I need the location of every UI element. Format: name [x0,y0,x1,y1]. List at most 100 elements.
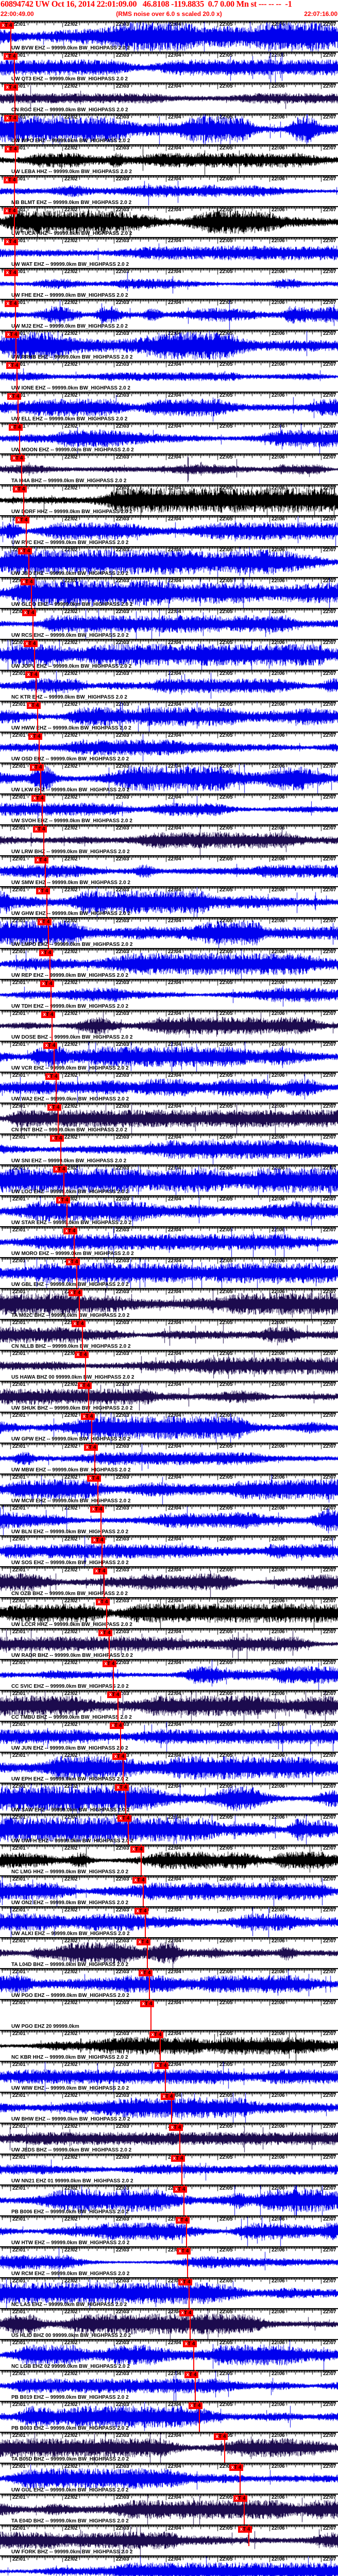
pick-marker-flag[interactable]: xT 4 [27,702,41,709]
pick-marker-flag[interactable]: xT 4 [93,1568,107,1574]
pick-marker-flag[interactable]: xT 4 [184,2371,198,2378]
pick-marker-flag[interactable]: xT 4 [110,1722,124,1729]
pick-marker-flag[interactable]: xT 4 [5,331,19,338]
pick-marker-flag[interactable]: xT 4 [15,517,29,523]
pick-marker-flag[interactable]: xT 4 [176,2217,190,2224]
pick-marker-flag[interactable]: xT 4 [9,424,23,431]
pick-marker-flag[interactable]: xT 4 [4,177,18,183]
pick-marker-flag[interactable]: xT 4 [169,2124,183,2131]
pick-marker-flag[interactable]: xT 4 [25,671,39,678]
pick-marker-flag[interactable]: xT 4 [183,2341,197,2347]
trace-station-label: UW JBO EHZ -- 99999.0km BW_HIGHPASS 2.0 … [11,571,129,577]
waveform-canvas [0,1504,338,1535]
trace-row: 22:0122:0222:0322:0422:0522:0622:07UW ST… [0,1195,338,1226]
pick-marker-flag[interactable]: xT 4 [66,1259,80,1265]
pick-marker-flag[interactable]: xT 4 [6,362,20,369]
pick-marker-flag[interactable]: xT 4 [103,1660,116,1667]
pick-marker-flag[interactable]: xT 4 [53,1166,67,1173]
pick-marker-flag[interactable]: xT 4 [43,1042,57,1049]
pick-marker-flag[interactable]: xT 4 [81,1413,95,1420]
pick-marker-flag[interactable]: xT 4 [179,2310,193,2316]
pick-marker-flag[interactable]: xT 4 [18,548,32,554]
pick-flag-x-label: x [104,1661,108,1667]
pick-marker-flag[interactable]: xT 4 [189,2402,202,2409]
pick-marker-flag[interactable]: xT 4 [4,208,18,214]
pick-marker-flag[interactable]: xT 4 [214,2433,228,2440]
pick-marker-flag[interactable]: xT 4 [72,1320,86,1327]
pick-marker-flag[interactable]: xT 4 [39,950,53,956]
pick-marker-flag[interactable]: xT 4 [178,2279,192,2285]
pick-marker-flag[interactable]: xT 4 [139,1970,153,1976]
waveform-canvas [0,2184,338,2215]
pick-marker-flag[interactable]: xT 4 [91,1537,105,1544]
pick-marker-flag[interactable]: xT 4 [173,2186,187,2193]
pick-marker-flag[interactable]: xT 4 [56,1197,70,1204]
pick-marker-flag[interactable]: xT 4 [4,239,18,245]
pick-marker-flag[interactable]: xT 4 [22,609,36,616]
pick-marker-flag[interactable]: xT 4 [4,269,18,276]
pick-marker-flag[interactable]: xT 4 [4,84,18,91]
waveform-canvas [0,824,338,855]
pick-marker-flag[interactable]: xT 4 [30,764,44,771]
trace-row: 22:0122:0222:0322:0422:0522:0622:07UW RE… [0,948,338,979]
trace-station-label: UW DOSE BHZ -- 99999.0km BW_HIGHPASS 2.0… [11,1035,133,1040]
pick-marker-flag[interactable]: xT 4 [31,795,45,802]
pick-flag-phase-label: T 4 [28,641,36,647]
pick-marker-flag[interactable]: xT 4 [96,1599,110,1605]
pick-marker-flag[interactable]: xT 4 [47,1104,61,1111]
pick-marker-flag[interactable]: xT 4 [155,2062,168,2069]
pick-marker-flag[interactable]: xT 4 [161,2093,175,2100]
pick-marker-flag[interactable]: xT 4 [140,2001,154,2007]
pick-marker-flag[interactable]: xT 4 [5,146,19,152]
pick-marker-flag[interactable]: xT 4 [233,2495,247,2502]
pick-flag-x-label: x [235,2496,239,2501]
pick-marker-flag[interactable]: xT 4 [78,1382,92,1389]
pick-marker-flag[interactable]: xT 4 [28,733,42,740]
pick-marker-flag[interactable]: xT 4 [5,300,19,307]
pick-marker-flag[interactable]: xT 4 [134,1908,148,1914]
pick-marker-flag[interactable]: xT 4 [177,2248,191,2255]
pick-marker-flag[interactable]: xT 4 [7,393,21,400]
pick-marker-flag[interactable]: xT 4 [35,857,48,863]
pick-marker-flag[interactable]: xT 4 [13,486,27,493]
trace-station-label: UW WPO EHZ -- 99999.0km BW_HIGHPASS 2.0 … [11,138,130,144]
pick-marker-flag[interactable]: xT 4 [38,919,52,925]
pick-marker-flag[interactable]: xT 4 [117,1815,131,1822]
pick-flag-phase-label: T 4 [9,301,17,307]
pick-marker-flag[interactable]: xT 4 [75,1351,89,1358]
pick-marker-flag[interactable]: xT 4 [63,1228,77,1234]
pick-marker-flag[interactable]: xT 4 [107,1691,121,1698]
pick-marker-flag[interactable]: xT 4 [24,640,38,647]
pick-marker-line [97,1473,98,1504]
pick-marker-flag[interactable]: xT 4 [21,579,35,585]
pick-marker-flag[interactable]: xT 4 [137,1939,150,1945]
pick-marker-flag[interactable]: xT 4 [115,1784,129,1791]
pick-flag-phase-label: T 4 [238,2496,246,2501]
pick-marker-flag[interactable]: xT 4 [40,980,54,987]
pick-marker-flag[interactable]: xT 4 [11,455,25,462]
pick-marker-flag[interactable]: xT 4 [90,1506,104,1513]
pick-marker-flag[interactable]: xT 4 [132,1877,146,1884]
pick-marker-flag[interactable]: xT 4 [0,22,14,29]
pick-marker-flag[interactable]: xT 4 [98,1630,112,1636]
pick-marker-flag[interactable]: xT 4 [130,1846,144,1853]
pick-flag-phase-label: T 4 [23,548,30,554]
pick-marker-flag[interactable]: xT 4 [171,2155,185,2162]
pick-marker-flag[interactable]: xT 4 [45,1073,59,1080]
pick-marker-flag[interactable]: xT 4 [69,1290,82,1296]
pick-marker-flag[interactable]: xT 4 [4,115,18,122]
pick-marker-flag[interactable]: xT 4 [149,2031,163,2038]
pick-marker-flag[interactable]: xT 4 [36,888,50,894]
pick-marker-flag[interactable]: xT 4 [50,1135,64,1142]
pick-marker-flag[interactable]: xT 4 [33,826,47,833]
trace-station-label: NC LAS EHZ -- 99999.0km BW_HIGHPASS 2.0 … [11,2302,127,2308]
pick-marker-flag[interactable]: xT 4 [229,2464,243,2471]
pick-marker-flag[interactable]: xT 4 [84,1444,98,1451]
pick-marker-flag[interactable]: xT 4 [4,53,18,60]
pick-marker-flag[interactable]: xT 4 [41,1011,55,1018]
pick-marker-flag[interactable]: xT 4 [238,2526,252,2533]
trace-row: 22:0122:0222:0322:0422:0522:0622:07UW HT… [0,2215,338,2246]
pick-marker-flag[interactable]: xT 4 [87,1475,101,1482]
pick-flag-phase-label: T 4 [180,2217,188,2223]
pick-marker-flag[interactable]: xT 4 [112,1753,126,1760]
